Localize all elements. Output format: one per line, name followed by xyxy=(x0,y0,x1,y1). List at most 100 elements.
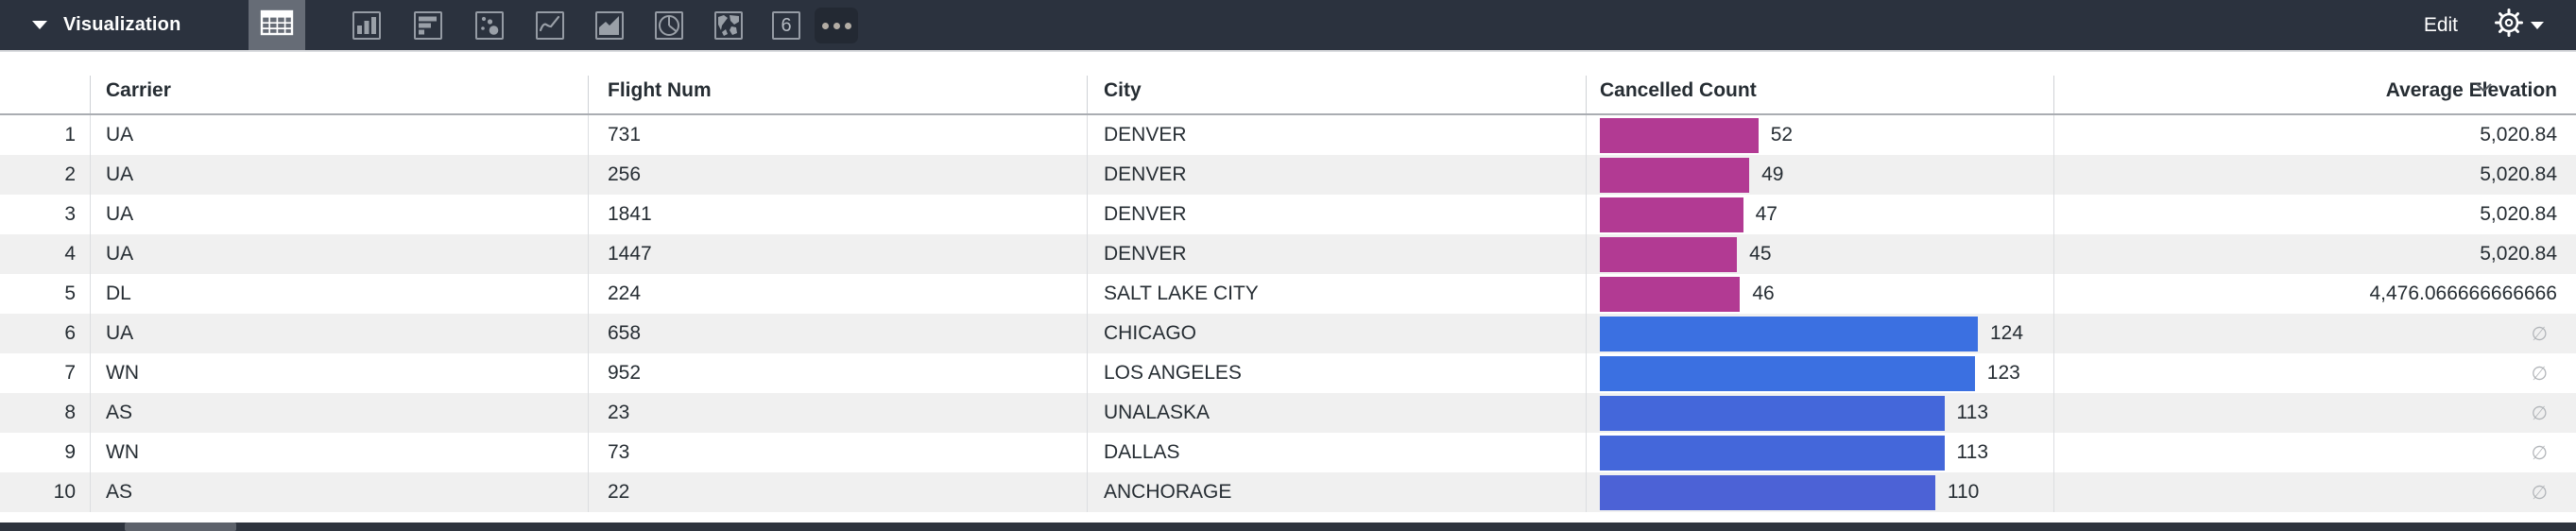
cell-carrier[interactable]: AS xyxy=(90,472,588,512)
row-number: 4 xyxy=(64,243,76,265)
more-chart-types-button[interactable] xyxy=(815,8,858,43)
cancelled-count-bar[interactable] xyxy=(1600,435,1945,471)
cell-flight-num[interactable]: 73 xyxy=(588,433,1087,472)
cancelled-count-bar[interactable] xyxy=(1600,276,1741,312)
cell-flight-num[interactable]: 22 xyxy=(588,472,1087,512)
cell-carrier[interactable]: WN xyxy=(90,353,588,393)
cell-average-elevation[interactable]: 5,020.84 xyxy=(2053,115,2576,155)
cell-city[interactable]: DENVER xyxy=(1087,195,1586,234)
header-average-elevation[interactable]: Average Elevation xyxy=(2053,76,2576,113)
cell-average-elevation[interactable]: 5,020.84 xyxy=(2053,195,2576,234)
table-row: 4 UA 1447 DENVER 45 5,020.84 xyxy=(0,234,2576,274)
cell-city[interactable]: CHICAGO xyxy=(1087,314,1586,353)
cancelled-count-bar[interactable] xyxy=(1600,316,1978,351)
cell-city[interactable]: SALT LAKE CITY xyxy=(1087,274,1586,314)
column-menu-chevron-icon[interactable] xyxy=(2475,76,2493,98)
cell-cancelled-count[interactable]: 113 xyxy=(1586,393,2053,433)
cell-cancelled-count[interactable]: 46 xyxy=(1586,274,2053,314)
cancelled-count-bar[interactable] xyxy=(1600,355,1975,391)
horizontal-scrollbar[interactable] xyxy=(0,522,2576,531)
cell-average-elevation[interactable]: ∅ xyxy=(2053,433,2576,472)
cell-carrier[interactable]: UA xyxy=(90,115,588,155)
cell-flight-num[interactable]: 1841 xyxy=(588,195,1087,234)
row-number: 9 xyxy=(64,441,76,463)
null-value-icon: ∅ xyxy=(2531,403,2548,424)
cell-cancelled-count[interactable]: 47 xyxy=(1586,195,2053,234)
average-elevation-value: 5,020.84 xyxy=(2480,163,2557,185)
chart-type-single-value[interactable]: 6 xyxy=(772,11,800,40)
chart-type-column[interactable] xyxy=(352,11,381,40)
cell-city[interactable]: DENVER xyxy=(1087,115,1586,155)
row-number: 10 xyxy=(53,481,76,503)
cell-average-elevation[interactable]: ∅ xyxy=(2053,314,2576,353)
cell-average-elevation[interactable]: 4,476.066666666666 xyxy=(2053,274,2576,314)
table-row: 3 UA 1841 DENVER 47 5,020.84 xyxy=(0,195,2576,234)
cell-cancelled-count[interactable]: 113 xyxy=(1586,433,2053,472)
cell-average-elevation[interactable]: ∅ xyxy=(2053,472,2576,512)
cancelled-count-bar[interactable] xyxy=(1600,395,1945,431)
cell-flight-num[interactable]: 1447 xyxy=(588,234,1087,274)
cell-flight-num[interactable]: 731 xyxy=(588,115,1087,155)
cancelled-count-bar[interactable] xyxy=(1600,236,1738,272)
chart-type-bar[interactable] xyxy=(414,11,442,40)
null-value-icon: ∅ xyxy=(2531,323,2548,345)
cell-carrier[interactable]: UA xyxy=(90,314,588,353)
cell-carrier[interactable]: UA xyxy=(90,234,588,274)
cell-cancelled-count[interactable]: 45 xyxy=(1586,234,2053,274)
table-row: 5 DL 224 SALT LAKE CITY 46 4,476.0666666… xyxy=(0,274,2576,314)
cell-carrier[interactable]: UA xyxy=(90,155,588,195)
cell-city[interactable]: DENVER xyxy=(1087,234,1586,274)
cell-cancelled-count[interactable]: 110 xyxy=(1586,472,2053,512)
cell-cancelled-count[interactable]: 124 xyxy=(1586,314,2053,353)
cell-carrier[interactable]: WN xyxy=(90,433,588,472)
cell-average-elevation[interactable]: 5,020.84 xyxy=(2053,234,2576,274)
average-elevation-value: 5,020.84 xyxy=(2480,124,2557,146)
chart-type-area[interactable] xyxy=(595,11,624,40)
cell-average-elevation[interactable]: 5,020.84 xyxy=(2053,155,2576,195)
chart-type-line[interactable] xyxy=(536,11,564,40)
cell-carrier[interactable]: DL xyxy=(90,274,588,314)
cancelled-count-bar[interactable] xyxy=(1600,474,1935,510)
cell-flight-num[interactable]: 952 xyxy=(588,353,1087,393)
cell-flight-num[interactable]: 256 xyxy=(588,155,1087,195)
cell-carrier[interactable]: UA xyxy=(90,195,588,234)
cell-city[interactable]: ANCHORAGE xyxy=(1087,472,1586,512)
cancelled-count-value: 46 xyxy=(1752,283,1775,304)
cell-flight-num[interactable]: 224 xyxy=(588,274,1087,314)
header-city[interactable]: City xyxy=(1087,76,1586,113)
chart-type-map[interactable] xyxy=(714,11,743,40)
chart-type-scatter[interactable] xyxy=(475,11,504,40)
header-flight-num[interactable]: Flight Num xyxy=(588,76,1087,113)
cancelled-count-bar[interactable] xyxy=(1600,117,1759,153)
header-cancelled-count[interactable]: Cancelled Count xyxy=(1586,76,2053,113)
column-chart-icon xyxy=(354,13,379,38)
chart-type-pie[interactable] xyxy=(655,11,683,40)
cell-flight-num[interactable]: 658 xyxy=(588,314,1087,353)
cancelled-count-bar[interactable] xyxy=(1600,157,1750,193)
chart-type-table-selected[interactable] xyxy=(249,0,305,50)
cell-cancelled-count[interactable]: 123 xyxy=(1586,353,2053,393)
table-row: 10 AS 22 ANCHORAGE 110 ∅ xyxy=(0,472,2576,512)
cell-average-elevation[interactable]: ∅ xyxy=(2053,393,2576,433)
collapse-caret-icon[interactable] xyxy=(32,21,47,29)
header-carrier[interactable]: Carrier xyxy=(90,76,588,113)
table-header: Carrier Flight Num City Cancelled Count … xyxy=(0,52,2576,115)
cell-city[interactable]: DALLAS xyxy=(1087,433,1586,472)
row-number: 6 xyxy=(64,322,76,344)
cell-city[interactable]: UNALASKA xyxy=(1087,393,1586,433)
settings-gear-button[interactable] xyxy=(2494,8,2544,43)
cell-flight-num[interactable]: 23 xyxy=(588,393,1087,433)
cell-cancelled-count[interactable]: 49 xyxy=(1586,155,2053,195)
scrollbar-thumb[interactable] xyxy=(125,522,236,531)
cell-city[interactable]: LOS ANGELES xyxy=(1087,353,1586,393)
cell-average-elevation[interactable]: ∅ xyxy=(2053,353,2576,393)
cancelled-count-bar[interactable] xyxy=(1600,197,1743,232)
map-chart-icon xyxy=(716,13,741,38)
cell-carrier[interactable]: AS xyxy=(90,393,588,433)
bar-chart-icon xyxy=(416,13,440,38)
edit-button[interactable]: Edit xyxy=(2423,13,2458,36)
cell-cancelled-count[interactable]: 52 xyxy=(1586,115,2053,155)
null-value-icon: ∅ xyxy=(2531,363,2548,385)
row-number: 3 xyxy=(64,203,76,225)
cell-city[interactable]: DENVER xyxy=(1087,155,1586,195)
